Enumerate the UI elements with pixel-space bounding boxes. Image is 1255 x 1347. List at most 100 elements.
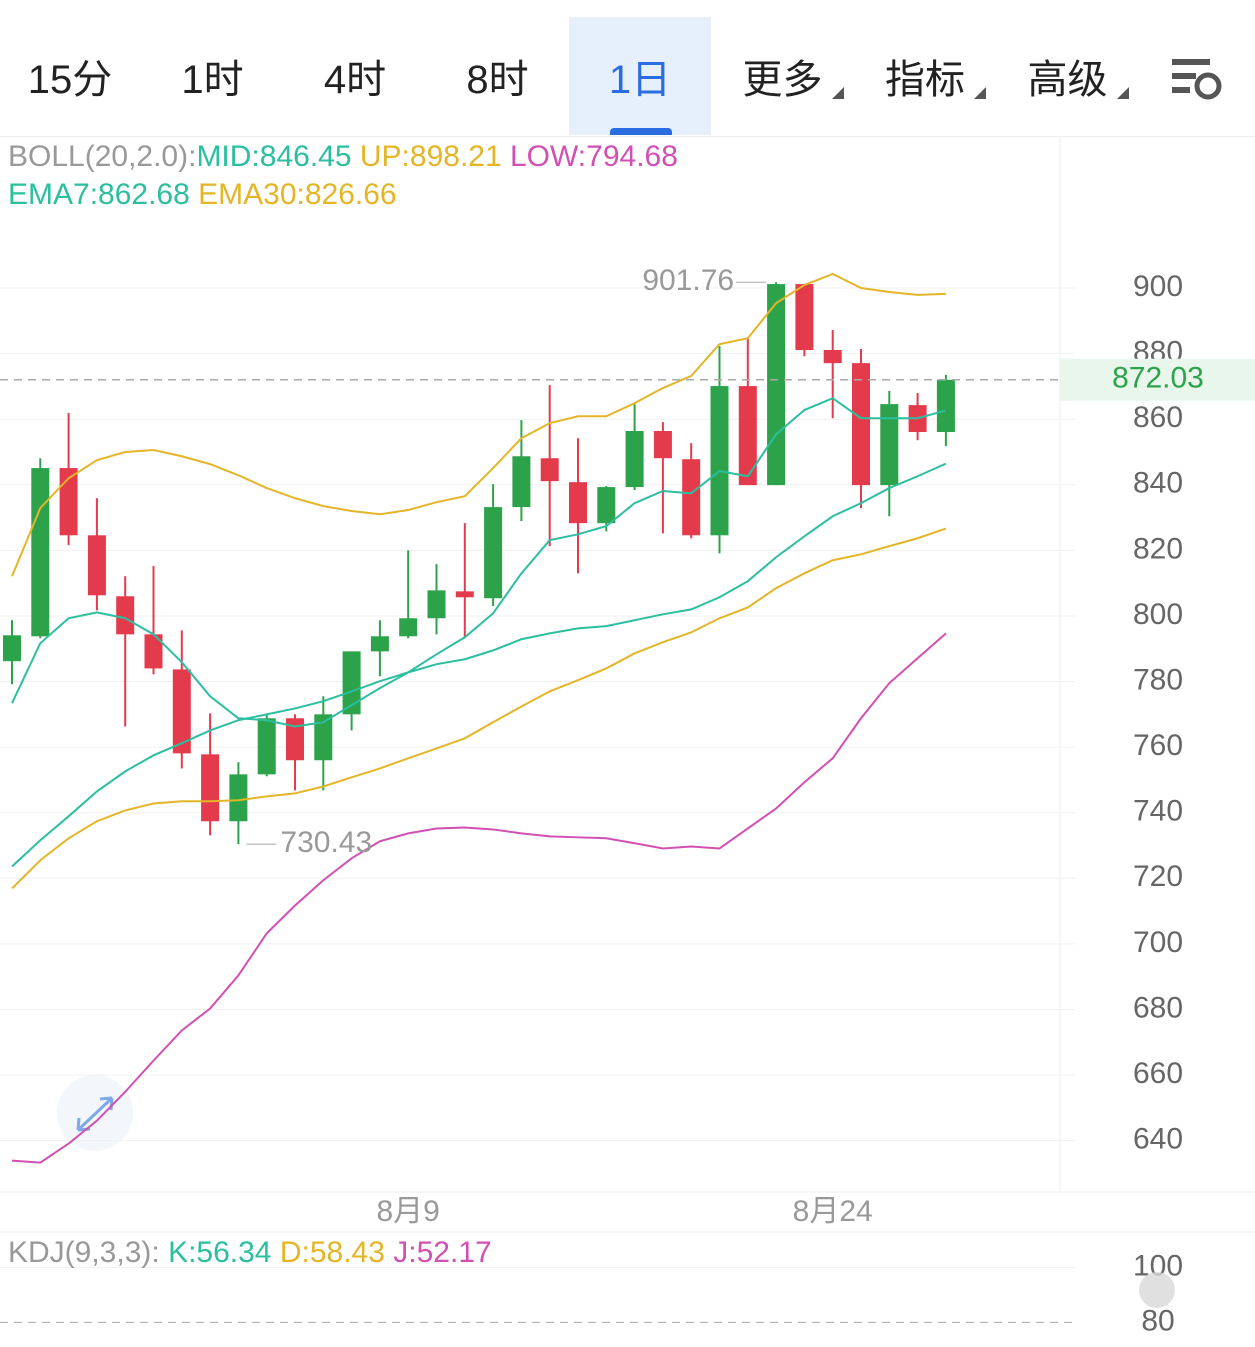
candle-body (87, 535, 106, 596)
legend-value: 846.45 (260, 140, 352, 173)
legend-value: 56.34 (196, 1236, 271, 1269)
candle-body (795, 284, 814, 351)
y-tick-label: 740 (1133, 795, 1183, 828)
legend-value: 58.43 (310, 1236, 385, 1269)
candle-body (597, 487, 616, 524)
tab[interactable]: 8时 (427, 17, 569, 135)
y-tick-label: 840 (1133, 467, 1183, 500)
candle-body (484, 507, 503, 599)
candle-body (936, 379, 955, 432)
legend-gap (502, 140, 510, 173)
tab[interactable]: 更多 (712, 17, 854, 135)
y-tick-label: 860 (1133, 401, 1183, 434)
candle-body (880, 404, 899, 486)
candle-body (512, 456, 531, 508)
candle-body (852, 363, 870, 486)
tab[interactable]: 1日 (569, 17, 711, 135)
settings-gear[interactable] (1194, 72, 1222, 100)
candle-body (201, 754, 220, 822)
expand-icon[interactable] (76, 1096, 114, 1132)
tab-label[interactable]: 4时 (323, 58, 387, 102)
y-tick-label: 640 (1133, 1123, 1183, 1156)
x-tick-label: 8月24 (793, 1195, 873, 1228)
candle-body (31, 468, 50, 637)
tab-label[interactable]: 1时 (181, 58, 244, 102)
legend-value: 826.66 (305, 178, 397, 211)
expand-button[interactable] (57, 1075, 133, 1151)
indicator-legend: BOLL(20,2.0):MID:846.45 UP:898.21 LOW:79… (8, 140, 678, 173)
tab[interactable]: 1时 (142, 17, 284, 135)
last-price-label: 872.03 (1112, 362, 1204, 395)
dropdown-arrow[interactable] (974, 87, 986, 99)
legend-name: K: (168, 1236, 196, 1269)
tab[interactable]: 15分 (0, 17, 141, 135)
indicator-line (11, 632, 947, 1164)
indicator-line (11, 272, 946, 577)
tab[interactable]: 高级 (997, 17, 1139, 135)
dropdown-arrow[interactable] (1116, 87, 1129, 99)
tab[interactable]: 指标 (854, 17, 996, 135)
tab-label[interactable]: 8时 (466, 58, 529, 102)
indicator-legend: EMA7:862.68 EMA30:826.66 (8, 178, 397, 211)
candle-body (286, 718, 304, 761)
candle-body (314, 714, 333, 761)
legend-name: EMA30: (198, 178, 305, 211)
y-tick-label: 680 (1133, 991, 1183, 1024)
tab-label[interactable]: 15分 (27, 58, 113, 102)
min-label: 730.43 (280, 826, 372, 859)
legend-name: UP: (360, 140, 410, 173)
legend-gap (272, 1236, 280, 1269)
candle-body (172, 669, 191, 754)
candle-body (399, 618, 418, 637)
y-tick-label: 660 (1133, 1057, 1183, 1090)
candle-body (625, 431, 644, 488)
legend-name: LOW: (510, 140, 586, 173)
indicator-label: KDJ(9,3,3): (8, 1236, 160, 1269)
candle-body (767, 284, 786, 486)
y-tick-label: 700 (1133, 926, 1183, 959)
dropdown-arrow[interactable] (831, 87, 844, 99)
tab-label[interactable]: 指标 (885, 58, 965, 102)
candle-body (653, 431, 672, 459)
legend-name: MID: (196, 140, 259, 173)
y-tick-label: 80 (1141, 1304, 1174, 1337)
settings-lines[interactable] (1172, 59, 1210, 93)
tab[interactable]: 4时 (284, 17, 426, 135)
tab-label[interactable]: 更多 (742, 58, 823, 102)
tab-label[interactable]: 高级 (1027, 58, 1108, 102)
last-price-tag (1060, 358, 1255, 401)
candle-body (569, 482, 587, 524)
legend-name: EMA7: (8, 178, 98, 211)
y-tick-label: 900 (1133, 270, 1183, 303)
candle-body (3, 635, 21, 662)
indicator-line (11, 397, 947, 728)
legend-gap (352, 140, 360, 173)
settings-icon[interactable] (1172, 59, 1222, 100)
indicator-line (11, 462, 947, 868)
candle-body (144, 634, 163, 669)
y-tick-label: 800 (1133, 598, 1183, 631)
legend-value: 52.17 (417, 1236, 492, 1269)
legend-name: J: (393, 1236, 416, 1269)
candle-body (710, 386, 729, 536)
candle-body (257, 718, 276, 775)
indicator-label: BOLL(20,2.0): (8, 140, 196, 173)
y-tick-label: 760 (1133, 729, 1183, 762)
y-tick-label: 720 (1133, 860, 1183, 893)
candle-body (455, 591, 474, 598)
legend-name: D: (280, 1236, 310, 1269)
y-tick-label: 780 (1133, 663, 1183, 696)
y-tick-label: 820 (1133, 532, 1183, 565)
candle-body (116, 596, 135, 635)
candle-body (738, 386, 757, 486)
tab-label[interactable]: 1日 (608, 58, 672, 102)
candle-body (370, 636, 389, 652)
candle-body (682, 459, 701, 536)
candle-body (229, 774, 248, 822)
legend-value: 794.68 (586, 140, 678, 173)
x-tick-label: 8月9 (377, 1195, 440, 1228)
legend-value: 862.68 (98, 178, 190, 211)
legend-gap (190, 178, 198, 211)
